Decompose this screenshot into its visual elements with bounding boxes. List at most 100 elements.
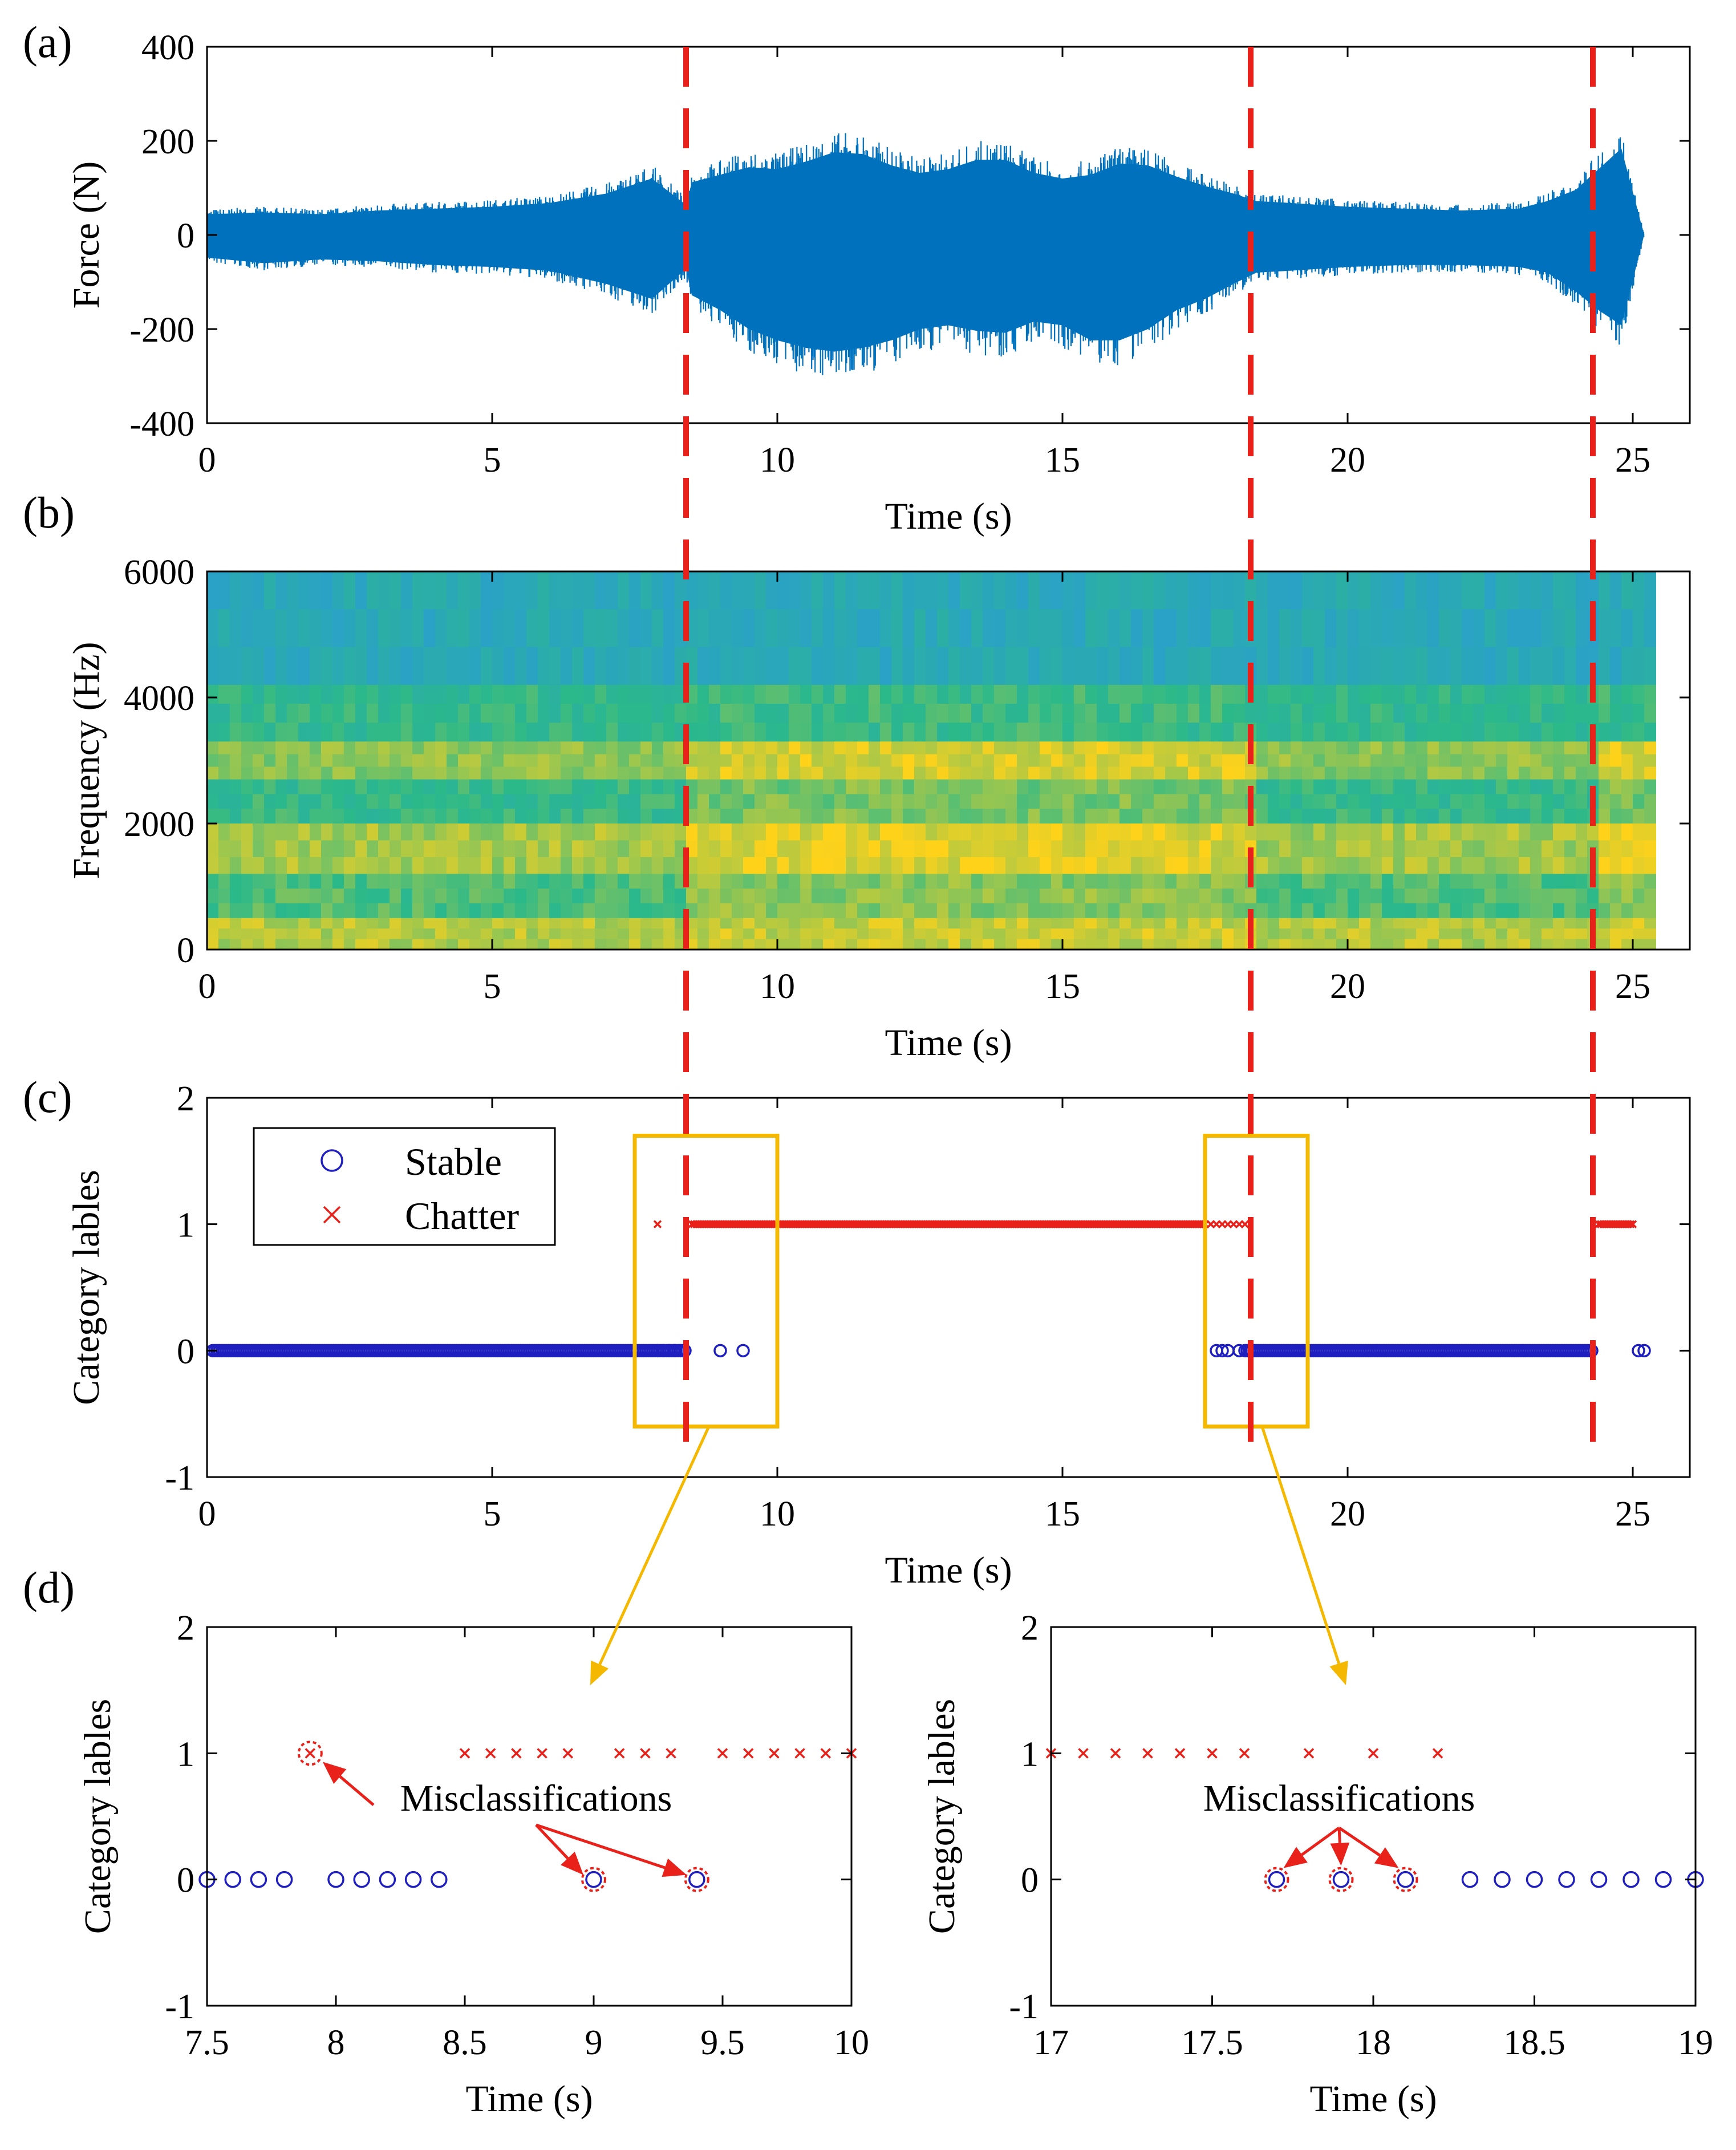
spectrogram-cell: [1644, 928, 1656, 940]
spectrogram-cell: [435, 723, 447, 743]
y-tick-label: 4000: [124, 679, 194, 718]
spectrogram-cell: [606, 874, 618, 890]
spectrogram-cell: [447, 809, 459, 824]
spectrogram-cell: [857, 928, 869, 940]
spectrogram-cell: [401, 684, 413, 704]
spectrogram-cell: [675, 824, 687, 841]
spectrogram-cell: [1473, 939, 1485, 950]
spectrogram-cell: [1462, 903, 1474, 919]
spectrogram-cell: [1211, 874, 1223, 890]
spectrogram-cell: [1177, 889, 1189, 904]
spectrogram-cell: [686, 723, 698, 743]
spectrogram-cell: [869, 928, 881, 940]
spectrogram-cell: [458, 766, 470, 780]
spectrogram-cell: [241, 918, 253, 930]
spectrogram-cell: [1370, 571, 1382, 610]
spectrogram-cell: [686, 766, 698, 780]
spectrogram-cell: [1519, 809, 1531, 824]
spectrogram-cell: [1473, 928, 1485, 940]
spectrogram-cell: [869, 918, 881, 930]
spectrogram-cell: [618, 704, 630, 724]
spectrogram-cell: [1256, 684, 1268, 704]
spectrogram-cell: [561, 809, 573, 824]
spectrogram-cell: [1519, 609, 1531, 648]
spectrogram-cell: [880, 684, 892, 704]
spectrogram-cell: [812, 928, 824, 940]
spectrogram-cell: [367, 704, 379, 724]
spectrogram-cell: [367, 874, 379, 890]
spectrogram-cell: [971, 766, 983, 780]
spectrogram-cell: [1530, 874, 1542, 890]
stable-marker: [713, 1344, 727, 1358]
spectrogram-cell: [640, 939, 652, 950]
spectrogram-cell: [777, 754, 789, 768]
spectrogram-cell: [800, 939, 812, 950]
spectrogram-cell: [1291, 918, 1303, 930]
spectrogram-cell: [800, 857, 812, 875]
spectrogram-cell: [1610, 809, 1622, 824]
spectrogram-cell: [777, 824, 789, 841]
spectrogram-cell: [447, 723, 459, 743]
spectrogram-cell: [994, 809, 1006, 824]
spectrogram-cell: [367, 809, 379, 824]
spectrogram-cell: [663, 918, 675, 930]
spectrogram-cell: [926, 741, 938, 755]
spectrogram-cell: [1370, 684, 1382, 704]
panel-label: (c): [23, 1072, 72, 1122]
spectrogram-cell: [1336, 684, 1348, 704]
spectrogram-cell: [1553, 647, 1565, 685]
spectrogram-cell: [1062, 903, 1074, 919]
spectrogram-cell: [994, 857, 1006, 875]
spectrogram-cell: [971, 939, 983, 950]
spectrogram-cell: [1062, 741, 1074, 755]
spectrogram-cell: [1051, 571, 1063, 610]
spectrogram-cell: [481, 766, 493, 780]
spectrogram-cell: [1097, 766, 1109, 780]
spectrogram-cell: [755, 754, 766, 768]
spectrogram-cell: [1336, 704, 1348, 724]
spectrogram-cell: [1062, 779, 1074, 795]
spectrogram-cell: [880, 571, 892, 610]
spectrogram-cell: [823, 794, 835, 810]
spectrogram-cell: [1484, 723, 1496, 743]
spectrogram-cell: [640, 809, 652, 824]
spectrogram-cell: [812, 723, 824, 743]
spectrogram-cell: [1234, 928, 1246, 940]
spectrogram-cell: [595, 741, 607, 755]
spectrogram-cell: [914, 723, 926, 743]
spectrogram-cell: [1382, 571, 1394, 610]
spectrogram-cell: [1154, 903, 1166, 919]
spectrogram-cell: [1154, 939, 1166, 950]
spectrogram-cell: [549, 918, 561, 930]
spectrogram-cell: [914, 754, 926, 768]
spectrogram-cell: [241, 824, 253, 841]
spectrogram-cell: [447, 889, 459, 904]
spectrogram-cell: [1599, 939, 1611, 950]
spectrogram-cell: [298, 766, 310, 780]
x-tick-label: 10: [760, 967, 795, 1006]
spectrogram-cell: [401, 754, 413, 768]
stable-marker: [1637, 1344, 1651, 1358]
spectrogram-cell: [743, 571, 755, 610]
spectrogram-cell: [755, 903, 766, 919]
spectrogram-cell: [1085, 857, 1097, 875]
stable-marker: [1397, 1871, 1414, 1888]
spectrogram-cell: [1325, 609, 1337, 648]
spectrogram-cell: [1473, 874, 1485, 890]
spectrogram-cell: [629, 779, 641, 795]
spectrogram-cell: [230, 857, 242, 875]
plot-frame: [206, 570, 1691, 951]
spectrogram-cell: [218, 903, 230, 919]
spectrogram-cell: [960, 840, 972, 858]
spectrogram-cell: [720, 766, 732, 780]
spectrogram-cell: [390, 809, 401, 824]
spectrogram-cell: [1268, 903, 1280, 919]
spectrogram-cell: [1097, 723, 1109, 743]
spectrogram-cell: [1120, 889, 1131, 904]
spectrogram-cell: [1519, 939, 1531, 950]
spectrogram-cell: [1359, 741, 1371, 755]
spectrogram-cell: [1633, 794, 1645, 810]
spectrogram-cell: [1542, 857, 1554, 875]
spectrogram-cell: [481, 840, 493, 858]
spectrogram-cell: [595, 857, 607, 875]
